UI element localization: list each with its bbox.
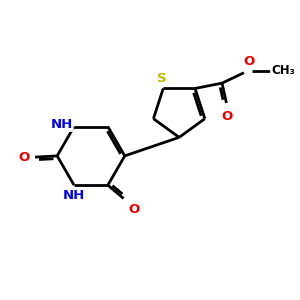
Text: NH: NH bbox=[50, 118, 73, 131]
Text: S: S bbox=[157, 72, 166, 85]
Text: O: O bbox=[18, 151, 29, 164]
Text: NH: NH bbox=[63, 189, 85, 202]
Text: O: O bbox=[128, 203, 140, 216]
Text: CH₃: CH₃ bbox=[271, 64, 295, 77]
Text: O: O bbox=[222, 110, 233, 123]
Text: O: O bbox=[244, 56, 255, 68]
